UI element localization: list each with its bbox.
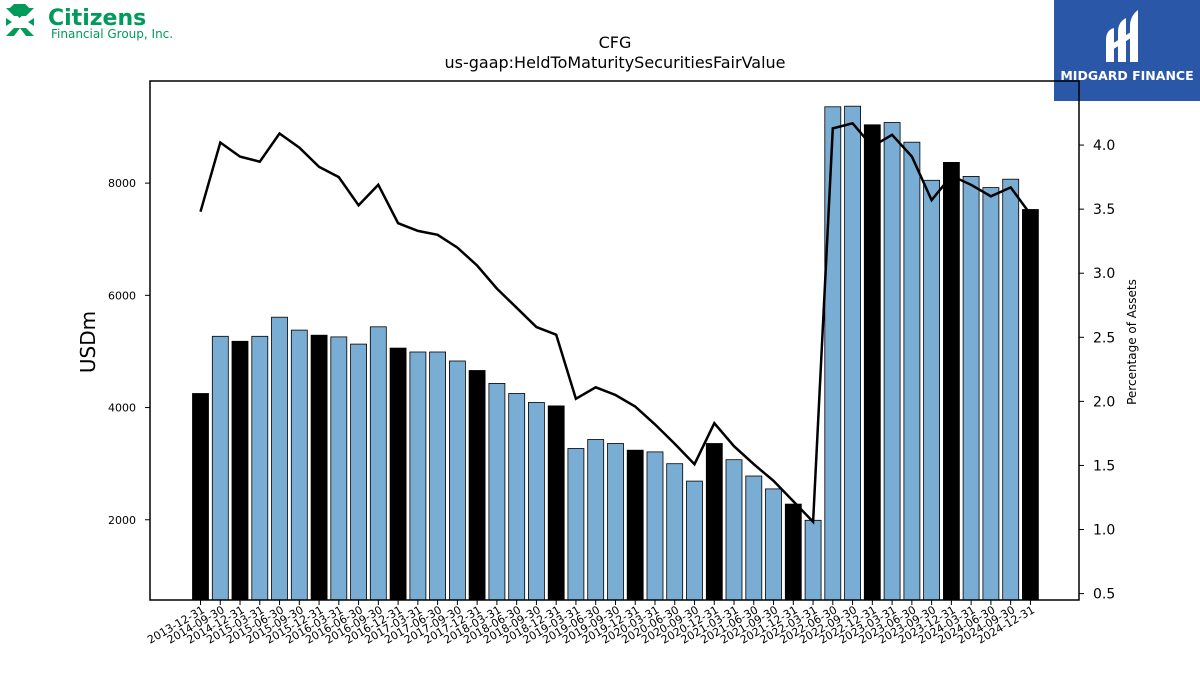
bar-series [192,105,1039,601]
y2-tick-label: 4.0 [1093,138,1115,154]
bar-2016-09-30 [369,326,387,601]
bar-2020-03-31 [646,451,664,601]
citizens-sub-text: Financial Group, Inc. [51,27,173,41]
bar-2024-06-30 [982,187,1000,601]
bar-2016-12-31 [389,347,407,601]
bar-2022-09-30 [844,105,861,601]
y2-tick-label: 2.0 [1093,394,1115,410]
y2-tick-label: 1.0 [1093,523,1115,539]
y-tick-label: 6000 [108,289,136,302]
left-axis-ticks: 2000 4000 6000 8000 [108,177,150,527]
bar-2015-09-30 [290,329,308,601]
bar-2020-09-30 [686,480,703,601]
bar-2022-03-31 [804,519,822,601]
bar-2014-12-31 [231,340,249,601]
bar-2023-09-30 [923,179,940,601]
plot-frame [149,80,1080,601]
right-axis-ticks: 0.5 1.0 1.5 2.0 2.5 3.0 3.5 4.0 [1079,138,1115,603]
bar-2017-09-30 [448,360,466,601]
bar-2024-09-30 [1002,178,1020,601]
y-axis-label: USDm [76,311,100,373]
bar-2016-06-30 [350,343,368,601]
bar-2024-12-31 [1022,209,1039,601]
bar-2022-06-30 [824,106,842,601]
bar-2018-03-31 [488,382,506,601]
percentage-line [199,121,1032,525]
citizens-logo: Citizens Financial Group, Inc. [4,0,194,44]
y-tick-label: 4000 [108,402,136,415]
bar-2023-03-31 [883,122,901,601]
citizens-brand-text: Citizens [48,6,146,31]
x-axis-ticks: 2013-12-312014-09-302014-12-312015-03-31… [145,600,1037,647]
bar-2015-03-31 [251,335,269,601]
bar-2020-06-30 [666,463,684,601]
midgard-brand-text: MIDGARD FINANCE [1060,68,1193,83]
bar-2019-03-31 [567,448,585,601]
y-tick-label: 8000 [108,177,136,190]
bar-2020-12-31 [705,443,723,601]
y2-tick-label: 0.5 [1093,587,1115,603]
bar-2019-09-30 [607,443,624,601]
y2-tick-label: 3.5 [1093,202,1115,218]
bar-2021-06-30 [745,475,763,601]
bar-2022-12-31 [863,124,881,601]
bar-2019-06-30 [587,439,605,601]
y2-tick-label: 1.5 [1093,458,1115,474]
bar-2019-12-31 [626,449,644,601]
bar-2018-12-31 [547,405,565,601]
bar-2021-09-30 [765,488,782,601]
midgard-mark-icon: MIDGARD FINANCE [1060,10,1194,83]
bar-2017-06-30 [429,351,447,601]
chart-title: CFG [599,33,632,52]
bar-2023-06-30 [903,141,921,601]
citizens-mark-icon: Citizens Financial Group, Inc. [6,0,173,41]
bar-2024-03-31 [962,175,980,601]
chart-subtitle: us-gaap:HeldToMaturitySecuritiesFairValu… [444,53,785,72]
y2-tick-label: 2.5 [1093,330,1115,346]
bar-2015-12-31 [310,334,328,601]
bar-2021-03-31 [725,459,743,601]
bar-2017-12-31 [468,370,486,601]
bar-2023-12-31 [943,161,960,601]
y2-tick-label: 3.0 [1093,266,1115,282]
bar-2017-03-31 [409,351,427,601]
bar-2016-03-31 [330,336,348,601]
bar-2018-06-30 [508,393,526,601]
bar-2018-09-30 [528,402,545,601]
bar-2021-12-31 [784,503,802,601]
bar-2014-09-30 [211,335,229,601]
y-tick-label: 2000 [108,514,136,527]
bar-2013-12-31 [192,393,209,601]
bar-2015-06-30 [271,316,288,601]
y2-axis-label: Percentage of Assets [1125,279,1139,405]
